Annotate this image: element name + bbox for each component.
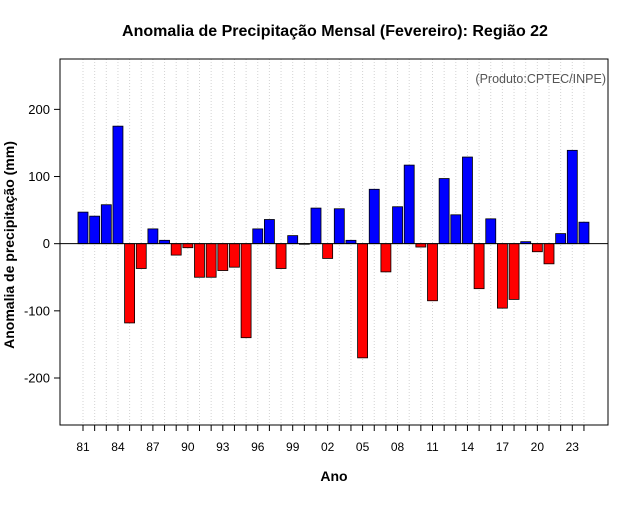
bar-06 bbox=[368, 188, 380, 245]
bar-86 bbox=[135, 243, 147, 269]
x-tick-label: 93 bbox=[216, 440, 230, 454]
bar-92 bbox=[205, 243, 217, 278]
y-tick-label: -200 bbox=[24, 370, 50, 385]
bar-85 bbox=[124, 243, 135, 324]
x-tick-label: 08 bbox=[391, 440, 405, 454]
bar-14 bbox=[462, 156, 473, 245]
y-axis-label: Anomalia de precipitação (mm) bbox=[1, 141, 17, 349]
bar-95 bbox=[240, 243, 252, 339]
bar-98 bbox=[275, 243, 287, 269]
bar-84 bbox=[112, 125, 124, 245]
x-tick-label: 14 bbox=[461, 440, 475, 454]
x-tick-label: 17 bbox=[496, 440, 510, 454]
x-axis-label: Ano bbox=[320, 468, 347, 484]
bar-18 bbox=[508, 243, 520, 300]
bar-23 bbox=[566, 149, 578, 245]
bar-22 bbox=[555, 233, 567, 245]
bar-96 bbox=[252, 228, 264, 245]
bar-97 bbox=[263, 219, 275, 245]
x-tick-label: 99 bbox=[286, 440, 300, 454]
y-tick-label: 0 bbox=[43, 236, 50, 251]
bar-93 bbox=[217, 243, 229, 271]
bar-15 bbox=[473, 243, 485, 290]
bar-88 bbox=[159, 239, 170, 245]
bar-09 bbox=[403, 164, 415, 245]
bar-87 bbox=[147, 228, 159, 245]
bar-07 bbox=[380, 243, 392, 273]
x-tick-label: 84 bbox=[111, 440, 125, 454]
bar-16 bbox=[485, 218, 497, 245]
bar-81 bbox=[77, 211, 89, 245]
y-tick-label: 100 bbox=[28, 169, 50, 184]
x-tick-label: 02 bbox=[321, 440, 335, 454]
x-tick-label: 05 bbox=[356, 440, 370, 454]
bar-10 bbox=[415, 243, 427, 248]
plot-area: -200 -100 0 100 200 81 84 87 90 93 96 99 02 05 08 11 14 1… bbox=[24, 58, 609, 454]
chart-title: Anomalia de Precipitação Mensal (Feverei… bbox=[122, 23, 548, 40]
bar-21 bbox=[543, 243, 555, 265]
bar-11 bbox=[427, 243, 438, 302]
x-tick-label: 87 bbox=[146, 440, 160, 454]
bar-91 bbox=[194, 243, 205, 278]
x-tick-label: 81 bbox=[76, 440, 90, 454]
bar-82 bbox=[89, 215, 101, 245]
bar-05 bbox=[357, 243, 369, 359]
bar-04 bbox=[345, 239, 357, 245]
bar-89 bbox=[170, 243, 182, 256]
bar-24 bbox=[578, 221, 590, 245]
x-tick-label: 20 bbox=[531, 440, 545, 454]
bar-17 bbox=[496, 243, 508, 309]
plot-border bbox=[59, 58, 609, 426]
bar-08 bbox=[392, 206, 403, 245]
y-tick-label: 200 bbox=[28, 102, 50, 117]
bar-20 bbox=[531, 243, 543, 253]
bar-12 bbox=[438, 178, 450, 245]
bar-90 bbox=[182, 243, 194, 249]
y-tick-label: -100 bbox=[24, 303, 50, 318]
credit-label: (Produto:CPTEC/INPE) bbox=[475, 72, 606, 86]
bar-99 bbox=[287, 235, 299, 245]
bar-02 bbox=[322, 243, 334, 259]
bar-13 bbox=[450, 214, 462, 245]
x-tick-label: 96 bbox=[251, 440, 265, 454]
x-tick-label: 11 bbox=[426, 440, 439, 454]
x-tick-label: 90 bbox=[181, 440, 195, 454]
bar-83 bbox=[100, 204, 112, 245]
bar-03 bbox=[333, 208, 345, 245]
bar-94 bbox=[229, 243, 240, 268]
bar-01 bbox=[310, 207, 322, 245]
x-tick-label: 23 bbox=[566, 440, 580, 454]
